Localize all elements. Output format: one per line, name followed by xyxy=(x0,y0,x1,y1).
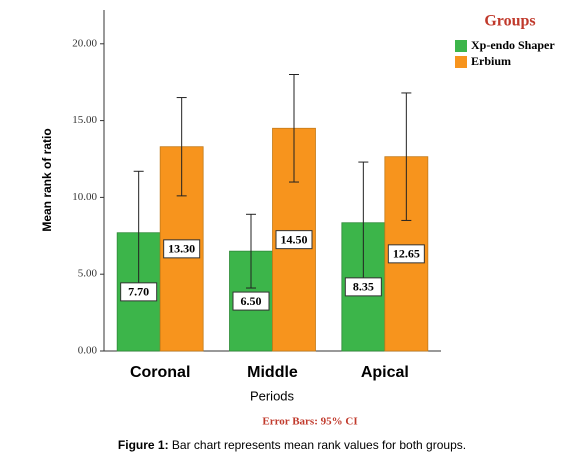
value-label: 6.50 xyxy=(241,294,262,308)
value-label-box xyxy=(163,239,201,259)
value-label-box xyxy=(120,282,158,302)
y-tick-label: 0.00 xyxy=(78,345,98,357)
error-note: Error Bars: 95% CI xyxy=(262,416,357,428)
value-label-box xyxy=(275,230,313,250)
legend-label: Xp-endo Shaper xyxy=(471,38,555,52)
value-label: 13.30 xyxy=(168,242,195,256)
legend-swatch xyxy=(455,40,467,52)
legend-label: Erbium xyxy=(471,54,511,68)
y-axis-label: Mean rank of ratio xyxy=(40,128,54,231)
value-label: 12.65 xyxy=(393,247,420,261)
x-tick-label: Apical xyxy=(361,364,409,381)
y-tick-label: 15.00 xyxy=(72,114,97,126)
value-label: 7.70 xyxy=(128,285,149,299)
legend-title: Groups xyxy=(484,13,535,30)
legend-swatch xyxy=(455,56,467,68)
x-tick-label: Coronal xyxy=(130,364,190,381)
value-label-box xyxy=(232,291,270,311)
value-label: 8.35 xyxy=(353,280,374,294)
value-label-box xyxy=(387,244,425,264)
x-tick-label: Middle xyxy=(247,364,298,381)
y-tick-label: 20.00 xyxy=(72,37,97,49)
caption: Figure 1: Bar chart represents mean rank… xyxy=(118,438,466,452)
value-label-box xyxy=(344,277,382,297)
y-tick-label: 5.00 xyxy=(78,268,98,280)
x-axis-label: Periods xyxy=(250,388,295,403)
value-label: 14.50 xyxy=(281,232,308,246)
caption-label: Figure 1: xyxy=(118,438,169,452)
y-tick-label: 10.00 xyxy=(72,191,97,203)
caption-text: Bar chart represents mean rank values fo… xyxy=(172,438,466,452)
